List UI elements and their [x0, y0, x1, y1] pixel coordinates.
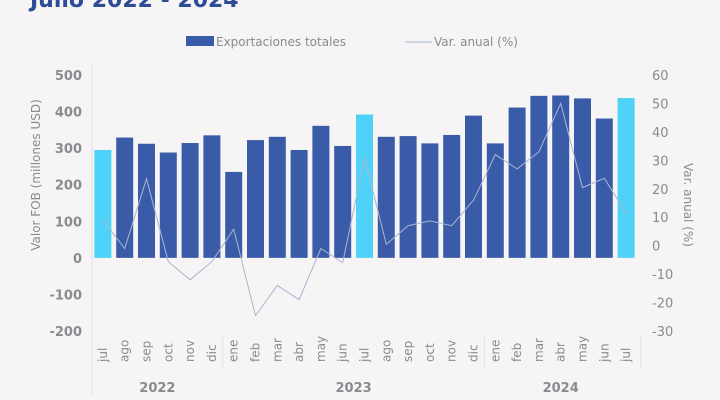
bar-2	[138, 143, 155, 258]
bar-20	[530, 95, 548, 258]
bar-22	[574, 98, 591, 258]
bar-24	[617, 98, 635, 258]
y2-tick-label: 20	[652, 183, 669, 198]
bar-7	[247, 140, 264, 258]
x-tick-label: jul	[96, 348, 110, 363]
year-label: 2023	[336, 381, 372, 396]
x-tick-label: jul	[619, 348, 633, 363]
legend-label-line: Var. anual (%)	[434, 35, 518, 49]
bar-18	[486, 143, 504, 258]
bar-4	[181, 143, 199, 258]
x-tick-label: sep	[401, 341, 415, 362]
x-tick-label: mar	[532, 338, 546, 362]
y-tick-label: 400	[55, 106, 82, 121]
y2-tick-label: 0	[652, 240, 660, 255]
x-tick-label: ene	[488, 340, 502, 362]
x-tick-label: nov	[445, 340, 459, 362]
x-tick-label: nov	[183, 340, 197, 362]
y2-tick-label: 30	[652, 154, 669, 169]
y-axis-label: Valor FOB (millones USD)	[29, 99, 43, 251]
x-tick-label: ene	[227, 340, 241, 362]
x-tick-label: dic	[467, 344, 481, 362]
bar-3	[159, 152, 177, 258]
bar-12	[356, 114, 373, 258]
bar-14	[399, 136, 417, 258]
bar-0	[94, 149, 112, 258]
x-tick-label: abr	[292, 342, 306, 362]
bar-10	[312, 125, 330, 258]
x-tick-label: dic	[205, 344, 219, 362]
y2-tick-label: 10	[652, 211, 669, 226]
bar-5	[203, 135, 221, 258]
legend: Exportaciones totales Var. anual (%)	[186, 35, 518, 49]
y2-tick-label: -30	[652, 325, 673, 340]
bar-21	[552, 95, 570, 258]
x-tick-label: oct	[423, 343, 437, 362]
y-tick-label: 0	[73, 252, 82, 267]
bar-8	[268, 136, 286, 258]
bar-16	[443, 134, 461, 258]
y-tick-label: 200	[55, 179, 82, 194]
x-tick-label: mar	[270, 338, 284, 362]
x-tick-label: jun	[336, 343, 350, 363]
x-tick-label: may	[314, 336, 328, 362]
y2-tick-label: 60	[652, 69, 669, 84]
year-label: 2022	[139, 381, 175, 396]
x-tick-label: may	[576, 336, 590, 362]
x-tick-label: sep	[140, 341, 154, 362]
y-tick-label: -200	[49, 325, 82, 340]
x-tick-label: ago	[118, 340, 132, 362]
y-tick-label: 300	[55, 142, 82, 157]
chart-title: Julio 2022 - 2024	[30, 0, 239, 13]
x-tick-label: abr	[554, 342, 568, 362]
bar-9	[290, 149, 308, 258]
bar-17	[465, 115, 482, 258]
year-label: 2024	[543, 381, 579, 396]
y2-axis-label: Var. anual (%)	[681, 163, 695, 247]
y-tick-label: 500	[55, 69, 82, 84]
y2-tick-label: 50	[652, 97, 669, 112]
bar-15	[421, 143, 439, 258]
bar-19	[508, 107, 526, 258]
y2-tick-label: -10	[652, 268, 673, 283]
y-tick-label: 100	[55, 215, 82, 230]
x-tick-label: ago	[379, 340, 393, 362]
bar-23	[595, 118, 613, 258]
x-tick-label: feb	[510, 343, 524, 362]
x-tick-label: jul	[358, 348, 372, 363]
y-tick-label: -100	[49, 288, 82, 303]
bar-6	[225, 171, 243, 258]
x-tick-label: feb	[249, 343, 263, 362]
y2-tick-label: -20	[652, 297, 673, 312]
x-tick-label: oct	[161, 343, 175, 362]
bar-11	[334, 145, 352, 258]
legend-swatch-bars	[186, 36, 214, 46]
y2-tick-label: 40	[652, 126, 669, 141]
bar-1	[116, 137, 134, 258]
x-tick-label: jun	[597, 343, 611, 363]
legend-label-bars: Exportaciones totales	[216, 35, 346, 49]
